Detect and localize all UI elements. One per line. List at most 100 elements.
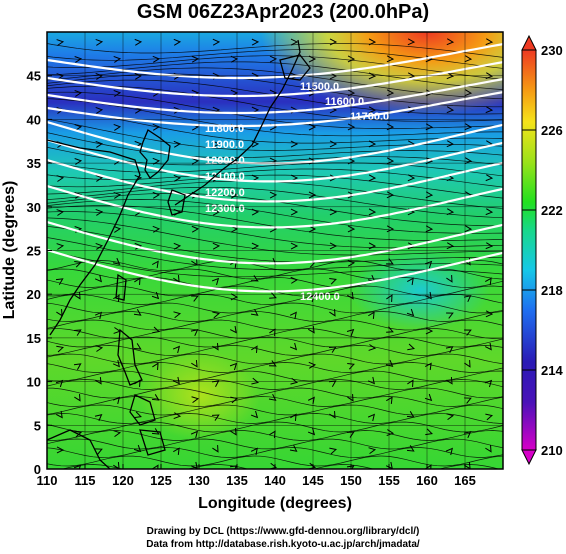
wind-arrow [368, 106, 377, 114]
streamline [47, 85, 503, 122]
y-axis-ticks: 0 5 10 15 20 25 30 35 40 45 [27, 69, 52, 477]
wind-arrow [212, 38, 221, 46]
wind-arrow [464, 329, 472, 336]
streamline [47, 421, 503, 433]
streamline [47, 49, 503, 69]
wind-arrow [95, 140, 104, 148]
contour-label: 11800.0 [205, 123, 244, 135]
lat-lon-grid [47, 32, 503, 469]
wind-arrow [386, 396, 393, 405]
wind-arrow [485, 174, 494, 182]
wind-arrow [55, 278, 64, 285]
wind-arrow [56, 175, 65, 182]
streamline [47, 362, 503, 373]
streamline [47, 225, 503, 263]
wind-arrow [173, 174, 182, 182]
contour-label: 12000.0 [205, 155, 245, 167]
wind-arrow [464, 360, 471, 368]
coast-borneo [47, 429, 111, 469]
coast-hokkaido [279, 54, 311, 81]
wind-arrow [485, 72, 494, 80]
contour-label: 12400.0 [300, 291, 340, 303]
streamline [47, 387, 503, 399]
wind-arrow [191, 225, 200, 233]
wind-arrow [95, 208, 104, 216]
wind-arrow [251, 377, 260, 385]
contour-label: 12200.0 [205, 187, 245, 199]
y-tick-label: 15 [27, 331, 41, 346]
wind-arrow [425, 191, 434, 199]
wind-arrow [74, 56, 83, 63]
colorbar-min-arrow [521, 449, 537, 466]
wind-arrow [368, 242, 377, 250]
streamline [47, 328, 503, 339]
streamline [47, 55, 503, 80]
wind-arrow [191, 258, 198, 266]
wind-arrow [212, 445, 219, 453]
wind-arrow [95, 174, 104, 182]
wind-arrow [464, 157, 473, 165]
wind-arrow [504, 226, 511, 233]
wind-arrow [347, 89, 356, 97]
wind-arrow [113, 191, 122, 199]
streamline [47, 379, 503, 390]
wind-arrow [251, 208, 260, 216]
y-tick-label: 35 [27, 156, 41, 171]
map-title: GSM 06Z23Apr2023 (200.0hPa) [136, 1, 430, 23]
wind-arrow [134, 38, 143, 46]
wind-arrow [134, 411, 142, 419]
y-tick-label: 0 [34, 462, 41, 477]
y-tick-label: 20 [27, 287, 41, 302]
wind-arrow [425, 225, 434, 233]
colorbar-tick-label: 230 [541, 43, 563, 58]
wind-arrow [290, 276, 299, 284]
wind-arrow [290, 140, 299, 148]
contour-label: 12100.0 [205, 171, 245, 183]
wind-arrow [386, 258, 394, 265]
wind-arrow [463, 295, 472, 303]
warm-patch [140, 350, 260, 440]
streamline [47, 302, 503, 314]
wind-arrow [329, 72, 338, 80]
streamline [47, 413, 503, 424]
wind-arrow [368, 311, 375, 320]
wind-arrow [308, 55, 317, 63]
credits: Drawing by DCL (https://www.gfd-dennou.o… [0, 525, 566, 551]
wind-arrow [485, 413, 494, 421]
wind-arrow [368, 72, 377, 80]
wind-arrow [485, 310, 494, 318]
wind-arrow [94, 311, 102, 320]
streamline [47, 438, 503, 450]
wind-arrow [346, 465, 355, 469]
wind-arrow [133, 343, 142, 350]
wind-arrow [290, 377, 299, 385]
wind-arrow [368, 38, 377, 46]
wind-arrow [446, 242, 455, 250]
wind-arrow [289, 342, 298, 351]
wind-arrow [329, 140, 338, 148]
wind-arrow [446, 413, 455, 421]
colorbar-tick-label: 222 [541, 203, 563, 218]
wind-arrow [446, 275, 453, 283]
wind-arrow [425, 362, 432, 371]
wind-arrow [347, 123, 356, 131]
colorbar-ticks: 230 226 222 218 214 210 [522, 43, 563, 458]
wind-arrow [464, 89, 473, 97]
streamline [47, 211, 503, 249]
x-tick-label: 140 [264, 473, 286, 488]
wind-arrow [329, 38, 338, 46]
wind-arrow [329, 208, 338, 216]
x-tick-label: 115 [75, 473, 96, 488]
colorbar-gradient [521, 49, 537, 451]
wind-arrow [367, 413, 376, 422]
streamline [47, 430, 503, 441]
wind-arrow [464, 123, 473, 131]
streamline [47, 455, 503, 467]
wind-arrow [425, 428, 433, 436]
wind-arrow [385, 359, 394, 368]
wind-arrow [307, 396, 315, 405]
wind-arrow [74, 430, 83, 438]
wind-arrow [56, 446, 65, 454]
wind-arrow [504, 158, 511, 165]
credit-line-2: Data from http://database.rish.kyoto-u.a… [146, 539, 420, 550]
